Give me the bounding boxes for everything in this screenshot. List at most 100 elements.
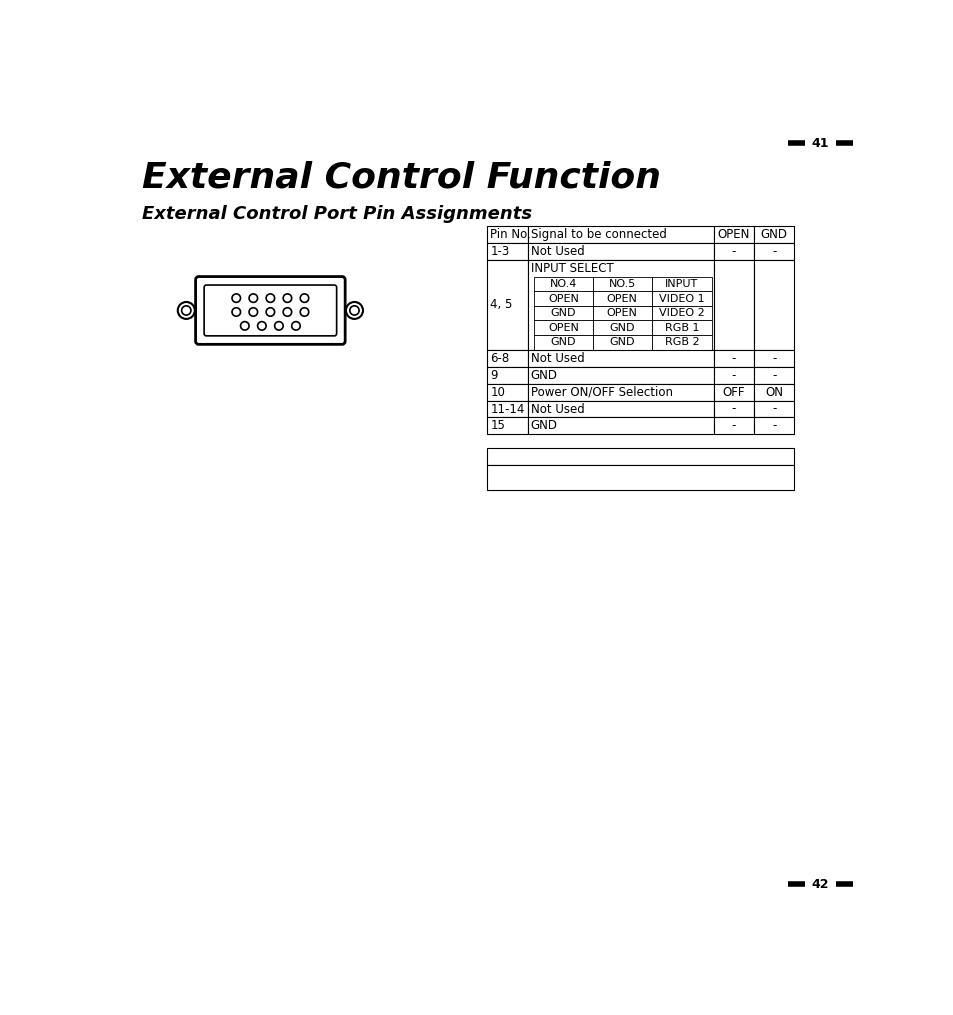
Text: -: -: [771, 368, 776, 382]
Bar: [487, 366, 527, 384]
Circle shape: [249, 294, 257, 302]
Text: 1-3: 1-3: [490, 245, 509, 258]
Bar: [534, 321, 592, 335]
Text: Signal to be connected: Signal to be connected: [530, 227, 666, 241]
Text: -: -: [731, 351, 736, 364]
Bar: [713, 366, 753, 384]
Text: NO.4: NO.4: [549, 279, 577, 289]
Text: 15: 15: [490, 419, 505, 432]
Bar: [592, 306, 651, 321]
Circle shape: [249, 308, 257, 317]
Bar: [527, 243, 713, 260]
Bar: [713, 417, 753, 434]
Text: 11-14: 11-14: [490, 403, 524, 415]
Bar: [651, 291, 711, 306]
Bar: [651, 321, 711, 335]
Bar: [527, 350, 713, 366]
Bar: [527, 225, 713, 243]
Bar: [487, 225, 527, 243]
Bar: [592, 291, 651, 306]
Bar: [753, 243, 794, 260]
Text: Pin No.: Pin No.: [490, 227, 531, 241]
Bar: [487, 465, 794, 490]
Bar: [527, 260, 713, 350]
Circle shape: [266, 294, 274, 302]
Text: -: -: [771, 403, 776, 415]
Bar: [651, 276, 711, 291]
Text: 42: 42: [811, 878, 828, 890]
Text: INPUT SELECT: INPUT SELECT: [530, 262, 613, 275]
Bar: [527, 366, 713, 384]
Bar: [534, 306, 592, 321]
Text: 10: 10: [490, 386, 505, 399]
Circle shape: [300, 308, 309, 317]
Text: -: -: [731, 403, 736, 415]
Text: OPEN: OPEN: [606, 309, 637, 318]
Circle shape: [283, 294, 292, 302]
Bar: [713, 401, 753, 417]
Bar: [753, 260, 794, 350]
Bar: [753, 350, 794, 366]
Text: 6-8: 6-8: [490, 351, 509, 364]
Text: Not Used: Not Used: [530, 403, 584, 415]
Bar: [527, 384, 713, 401]
Circle shape: [232, 294, 240, 302]
Text: GND: GND: [530, 419, 558, 432]
Circle shape: [274, 322, 283, 330]
Text: Power ON/OFF Selection: Power ON/OFF Selection: [530, 386, 672, 399]
Text: Not Used: Not Used: [530, 245, 584, 258]
Bar: [753, 384, 794, 401]
Bar: [487, 243, 527, 260]
Text: -: -: [731, 245, 736, 258]
Text: -: -: [731, 368, 736, 382]
Text: External Control Function: External Control Function: [142, 160, 660, 194]
Bar: [753, 401, 794, 417]
Circle shape: [283, 308, 292, 317]
Text: OPEN: OPEN: [606, 293, 637, 303]
Bar: [527, 401, 713, 417]
Text: 4, 5: 4, 5: [490, 298, 513, 312]
Text: OPEN: OPEN: [547, 293, 578, 303]
Bar: [753, 417, 794, 434]
Text: OFF: OFF: [721, 386, 744, 399]
Text: GND: GND: [609, 337, 635, 347]
Text: GND: GND: [550, 337, 576, 347]
Bar: [753, 225, 794, 243]
FancyBboxPatch shape: [195, 276, 345, 344]
FancyBboxPatch shape: [204, 285, 336, 336]
Circle shape: [232, 308, 240, 317]
Bar: [534, 276, 592, 291]
Text: GND: GND: [550, 309, 576, 318]
Text: 41: 41: [811, 137, 828, 150]
Bar: [487, 417, 527, 434]
Circle shape: [346, 302, 362, 319]
Bar: [534, 291, 592, 306]
Bar: [713, 260, 753, 350]
Bar: [487, 401, 527, 417]
Circle shape: [240, 322, 249, 330]
Bar: [713, 243, 753, 260]
Text: OPEN: OPEN: [547, 323, 578, 333]
Text: VIDEO 1: VIDEO 1: [659, 293, 704, 303]
Bar: [592, 335, 651, 350]
Bar: [487, 260, 527, 350]
Bar: [487, 384, 527, 401]
Circle shape: [177, 302, 194, 319]
Text: OPEN: OPEN: [717, 227, 749, 241]
Circle shape: [350, 306, 358, 315]
Text: RGB 1: RGB 1: [664, 323, 699, 333]
Bar: [753, 366, 794, 384]
Text: ON: ON: [764, 386, 782, 399]
Bar: [592, 321, 651, 335]
Circle shape: [266, 308, 274, 317]
Text: -: -: [731, 419, 736, 432]
Bar: [592, 276, 651, 291]
Circle shape: [292, 322, 300, 330]
Bar: [527, 417, 713, 434]
Text: Not Used: Not Used: [530, 351, 584, 364]
Bar: [713, 384, 753, 401]
Circle shape: [181, 306, 191, 315]
Text: -: -: [771, 419, 776, 432]
Text: External Control Port Pin Assignments: External Control Port Pin Assignments: [142, 205, 532, 223]
Circle shape: [257, 322, 266, 330]
